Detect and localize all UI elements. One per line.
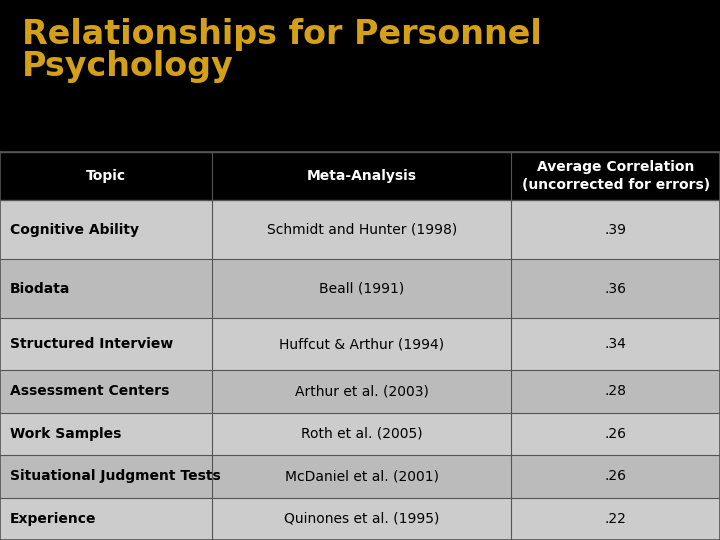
Bar: [0, 370, 720, 413]
Text: Arthur et al. (2003): Arthur et al. (2003): [295, 384, 428, 399]
Bar: [0, 0, 720, 152]
Text: Biodata: Biodata: [10, 281, 71, 295]
Text: Cognitive Ability: Cognitive Ability: [10, 222, 139, 237]
Text: Work Samples: Work Samples: [10, 427, 122, 441]
Text: Psychology: Psychology: [22, 50, 234, 83]
Text: .34: .34: [605, 337, 626, 351]
Text: .39: .39: [605, 222, 626, 237]
Text: Beall (1991): Beall (1991): [319, 281, 405, 295]
Text: Topic: Topic: [86, 169, 126, 183]
Text: Assessment Centers: Assessment Centers: [10, 384, 169, 399]
Bar: [0, 318, 720, 370]
Bar: [0, 413, 720, 455]
Text: Situational Judgment Tests: Situational Judgment Tests: [10, 469, 221, 483]
Text: Huffcut & Arthur (1994): Huffcut & Arthur (1994): [279, 337, 444, 351]
Bar: [0, 200, 720, 259]
Text: .36: .36: [605, 281, 626, 295]
Text: Average Correlation
(uncorrected for errors): Average Correlation (uncorrected for err…: [521, 160, 710, 192]
Text: .28: .28: [605, 384, 626, 399]
Bar: [0, 259, 720, 318]
Text: .26: .26: [605, 427, 626, 441]
Text: Meta-Analysis: Meta-Analysis: [307, 169, 417, 183]
Text: Quinones et al. (1995): Quinones et al. (1995): [284, 512, 439, 526]
Text: McDaniel et al. (2001): McDaniel et al. (2001): [285, 469, 438, 483]
Text: Experience: Experience: [10, 512, 96, 526]
Text: Roth et al. (2005): Roth et al. (2005): [301, 427, 423, 441]
Bar: [0, 152, 720, 200]
Text: Schmidt and Hunter (1998): Schmidt and Hunter (1998): [266, 222, 457, 237]
Text: Structured Interview: Structured Interview: [10, 337, 174, 351]
Text: Relationships for Personnel: Relationships for Personnel: [22, 18, 541, 51]
Bar: [0, 497, 720, 540]
Text: .26: .26: [605, 469, 626, 483]
Text: .22: .22: [605, 512, 626, 526]
Bar: [0, 455, 720, 497]
